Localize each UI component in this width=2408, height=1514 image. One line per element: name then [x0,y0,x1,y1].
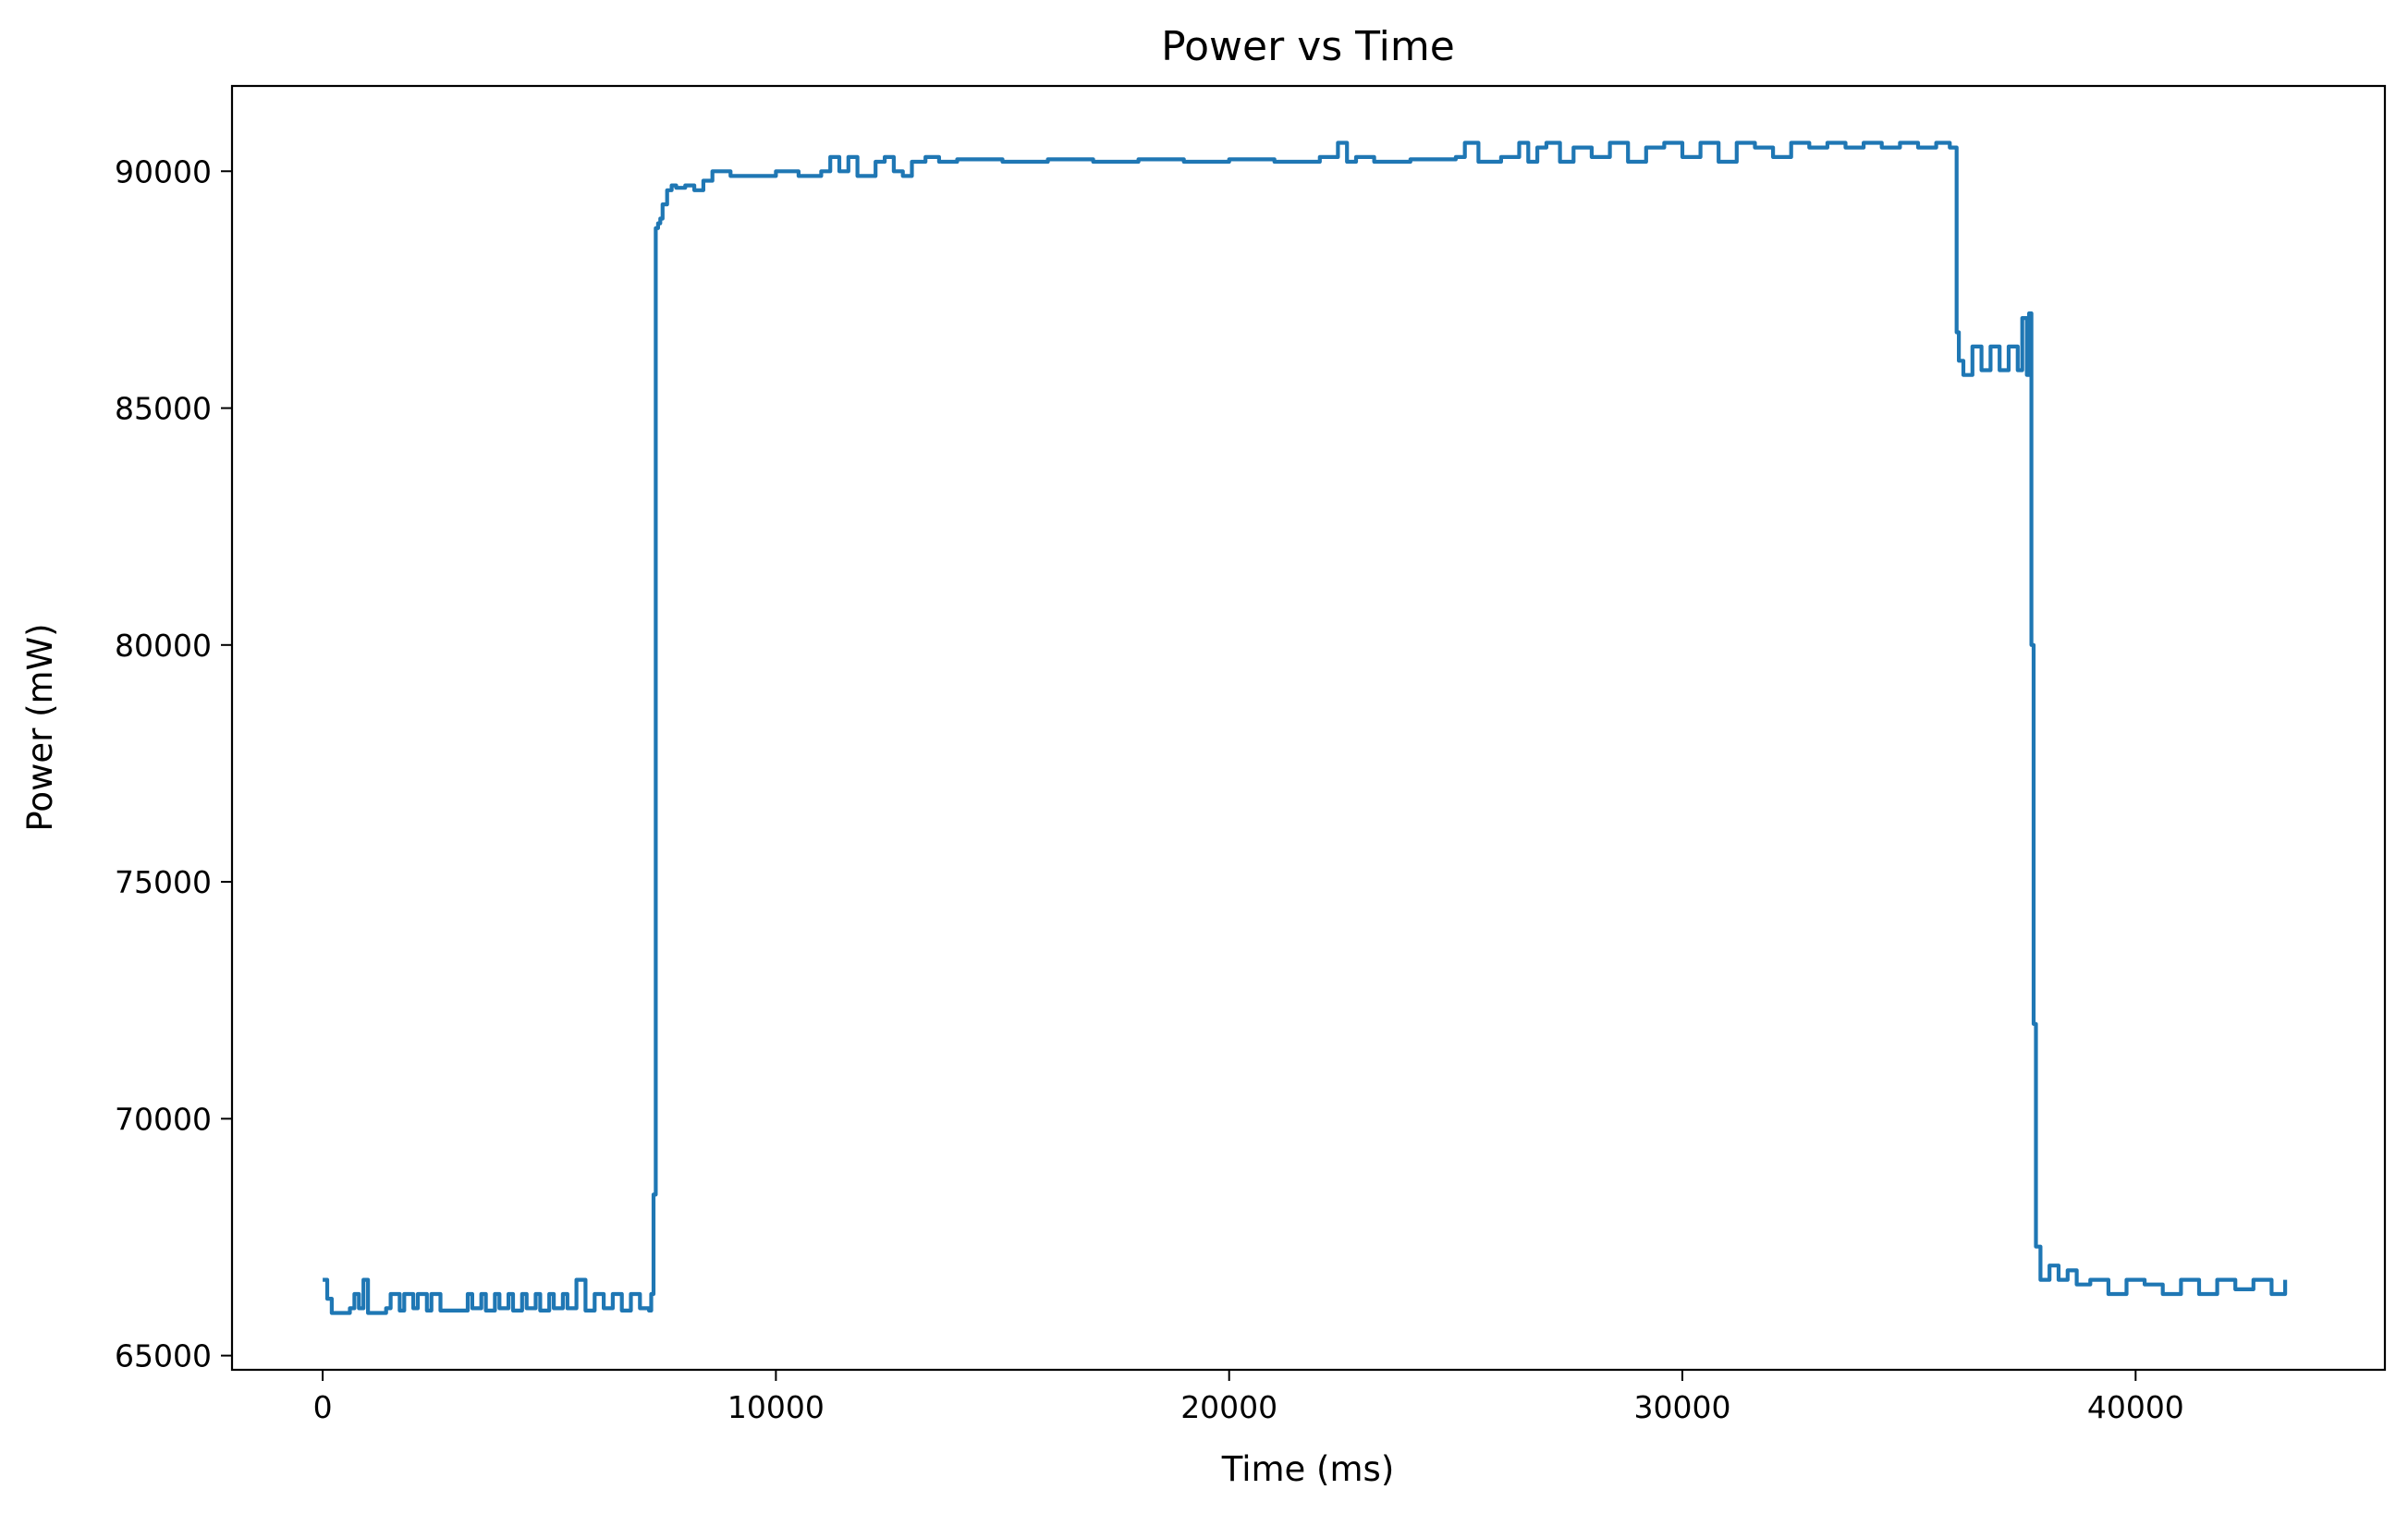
x-axis-ticks: 0 10000 20000 30000 40000 [313,1370,2184,1425]
x-tick-label: 10000 [727,1389,825,1425]
y-tick-label: 65000 [115,1338,212,1374]
x-tick-label: 20000 [1180,1389,1277,1425]
x-tick-label: 30000 [1634,1389,1731,1425]
x-tick-label: 40000 [2087,1389,2184,1425]
plot-area-frame [230,84,2387,1372]
x-axis-label: Time (ms) [1221,1449,1395,1489]
y-tick-label: 90000 [115,153,212,189]
x-tick-label: 0 [313,1389,333,1425]
y-tick-label: 80000 [115,628,212,664]
y-axis-ticks: 65000 70000 75000 80000 85000 90000 [115,153,232,1374]
y-tick-label: 75000 [115,864,212,900]
y-tick-label: 85000 [115,391,212,427]
series-line-power [323,140,2288,1315]
chart-title: Power vs Time [1161,23,1455,70]
y-tick-label: 70000 [115,1101,212,1137]
y-axis-label: Power (mW) [20,623,60,831]
